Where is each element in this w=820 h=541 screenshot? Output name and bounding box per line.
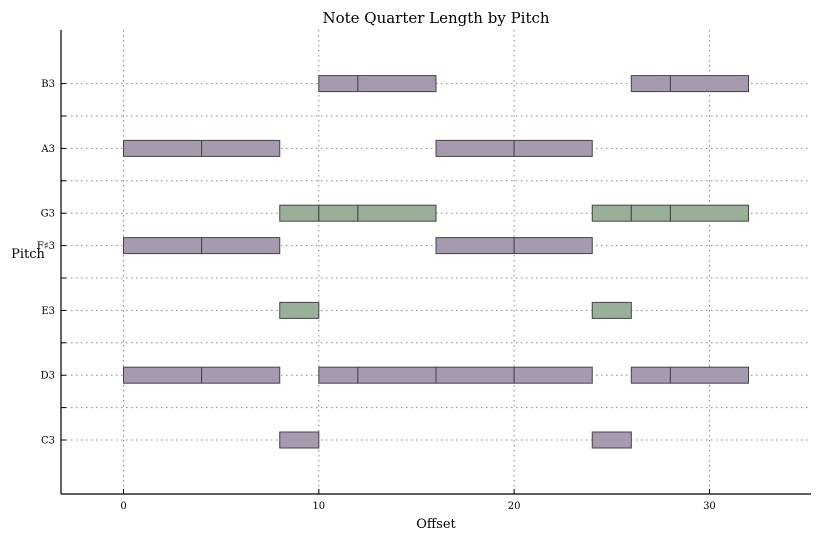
note-bar [123, 366, 203, 384]
note-bar [318, 204, 359, 222]
y-ticks: C3 D3 E3 F♯3 G3 A3 B3 [37, 79, 66, 447]
note-bar [513, 366, 593, 384]
note-bar [435, 237, 515, 255]
y-tick-label: F♯3 [37, 241, 55, 252]
note-bar [669, 366, 749, 384]
note-bar [201, 237, 281, 255]
note-bar [279, 301, 320, 319]
grid-layer [61, 30, 811, 494]
x-axis-label: Offset [416, 517, 456, 532]
note-bar [123, 237, 203, 255]
x-tick-label: 0 [120, 501, 126, 512]
note-bar [591, 204, 632, 222]
note-bar [279, 431, 320, 449]
y-tick-label: D3 [41, 371, 55, 382]
note-bar [201, 139, 281, 157]
y-tick-label: G3 [41, 209, 55, 220]
note-bar [357, 75, 437, 93]
x-ticks: 0 10 20 30 [120, 489, 716, 512]
note-bar [357, 366, 437, 384]
y-tick-label: E3 [41, 306, 55, 317]
note-bar [669, 75, 749, 93]
note-bar [357, 204, 437, 222]
note-bar [435, 139, 515, 157]
y-axis-label: Pitch [11, 247, 45, 262]
y-tick-label: C3 [41, 436, 55, 447]
axes [60, 30, 811, 495]
x-tick-label: 10 [312, 501, 325, 512]
note-bar [591, 301, 632, 319]
x-tick-label: 30 [703, 501, 716, 512]
note-bar [318, 366, 359, 384]
x-tick-label: 20 [508, 501, 521, 512]
y-tick-label: A3 [40, 144, 55, 155]
note-bar [630, 204, 671, 222]
note-bars [123, 75, 749, 449]
chart-title: Note Quarter Length by Pitch [322, 9, 549, 27]
y-tick-label: B3 [41, 79, 55, 90]
note-bar [630, 75, 671, 93]
note-bar [279, 204, 320, 222]
note-bar [513, 237, 593, 255]
note-bar [123, 139, 203, 157]
note-bar [513, 139, 593, 157]
note-bar [591, 431, 632, 449]
note-bar [630, 366, 671, 384]
note-bar [201, 366, 281, 384]
note-bar [435, 366, 515, 384]
note-bar [318, 75, 359, 93]
note-bar [669, 204, 749, 222]
